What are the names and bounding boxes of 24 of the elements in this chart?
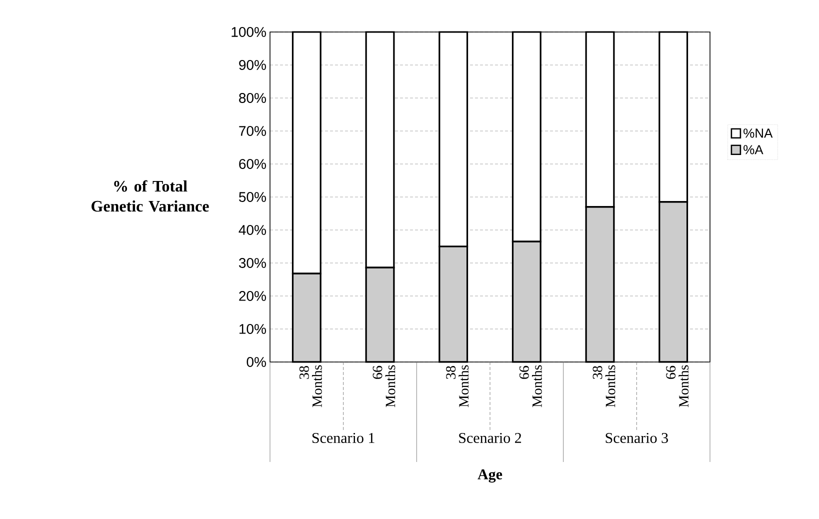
y-tick-label: 0% (246, 357, 266, 367)
x-tick-label: 38 Months (299, 365, 322, 408)
y-tick-label: 60% (239, 159, 266, 169)
y-tick-label: 50% (239, 192, 266, 202)
y-tick-label: 40% (238, 225, 266, 235)
text: Scenario 2 (459, 432, 522, 444)
y-tick-label: 10% (240, 324, 266, 334)
x-tick-label: 66 Months (519, 365, 542, 408)
y-tick-label: 90% (239, 60, 266, 70)
y-tick-label: 100% (232, 27, 266, 37)
y-tick-label: 70% (239, 126, 266, 136)
text: Scenario 1 (312, 432, 374, 444)
x-tick-label: 66 Months (666, 365, 689, 408)
y-tick-label: 20% (239, 291, 266, 301)
text: Scenario 3 (606, 432, 668, 444)
y-tick-label: 30% (238, 258, 266, 268)
y-tick-label: 80% (239, 93, 266, 103)
legend-label: %A (744, 145, 764, 154)
x-tick-label: 38 Months (446, 365, 469, 408)
legend-label: %NA (744, 128, 773, 138)
y-axis-title: % of Total Genetic Variance (92, 180, 209, 212)
x-tick-label: 38 Months (592, 365, 616, 408)
x-axis-title: Age (478, 469, 502, 483)
x-tick-label: 66 Months (372, 365, 396, 408)
